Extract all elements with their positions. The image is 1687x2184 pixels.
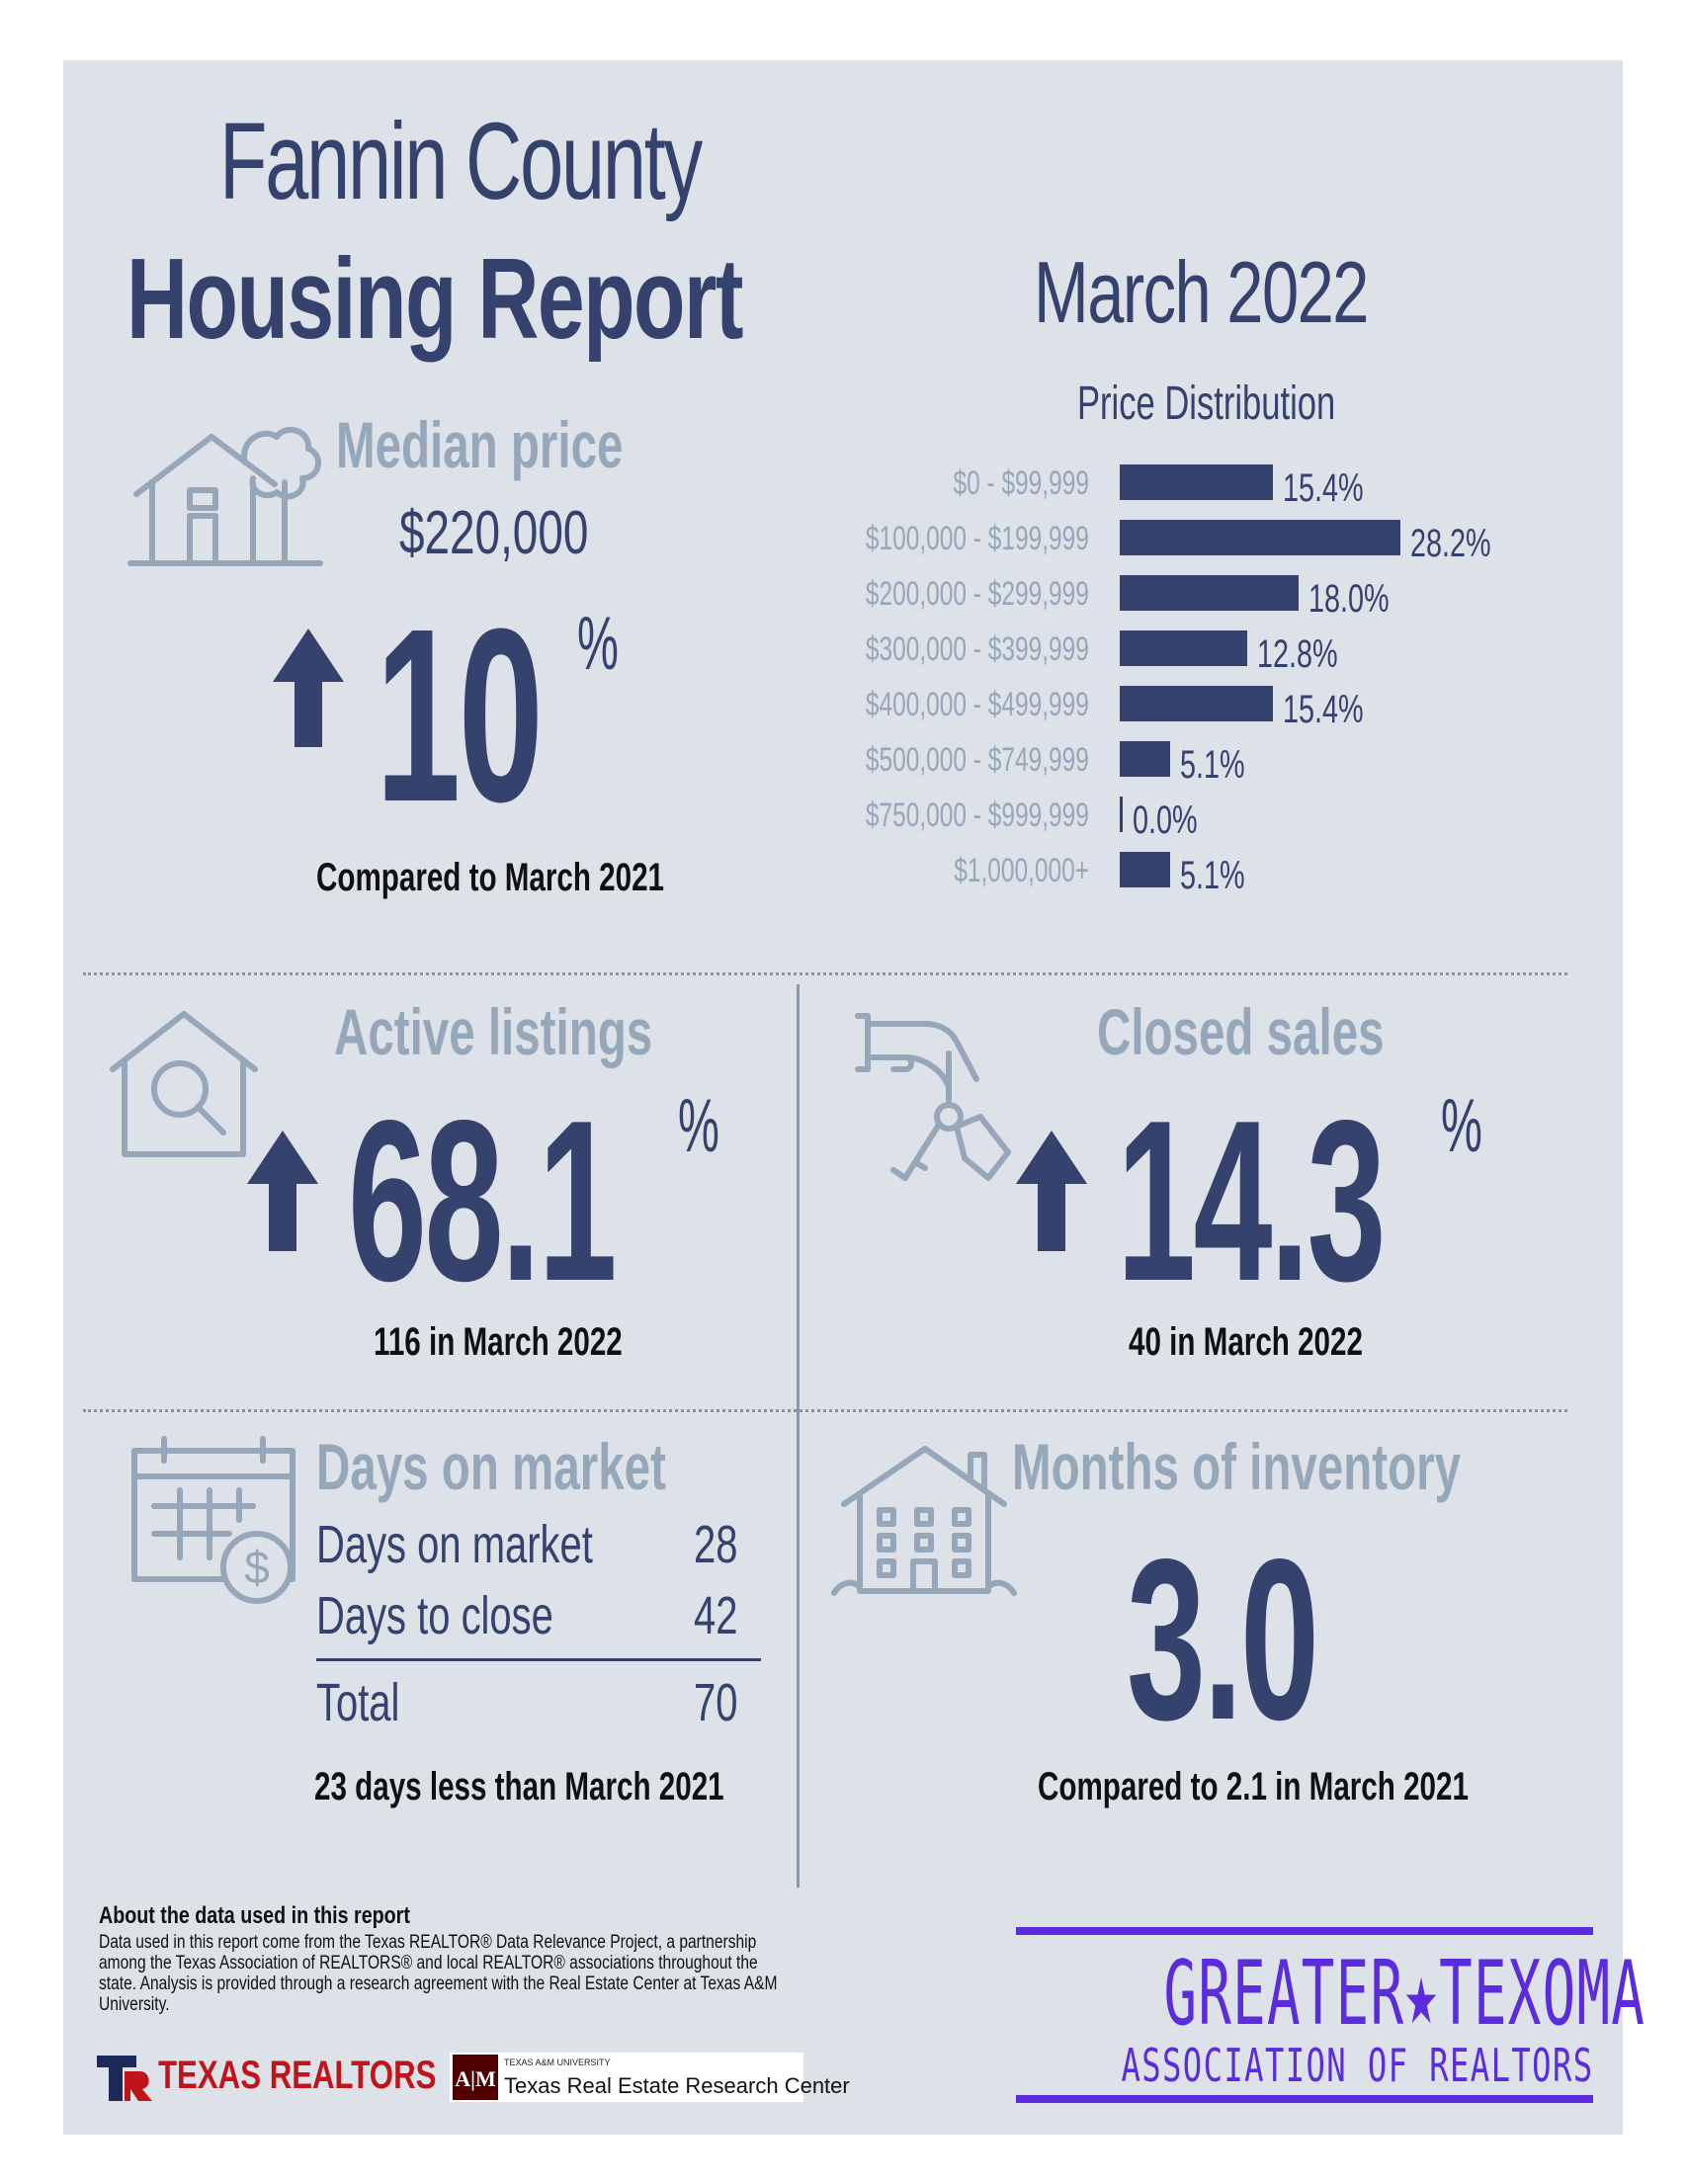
price-distribution-bar [1120, 520, 1400, 555]
closed-sales-unit: % [1441, 1084, 1482, 1168]
up-arrow-icon [247, 1131, 318, 1251]
price-distribution-value: 15.4% [1283, 688, 1364, 731]
house-search-icon [110, 1011, 258, 1157]
price-distribution-bar [1120, 575, 1300, 611]
texoma-bottom-rule [1016, 2095, 1593, 2103]
price-distribution-bar [1120, 686, 1274, 721]
price-distribution-row: $1,000,000+ 5.1% [0, 848, 1560, 897]
price-range-label: $100,000 - $199,999 [866, 520, 1089, 557]
months-inventory-value: 3.0 [1127, 1512, 1319, 1768]
texas-realtors-wordmark: TEXAS REALTORS [158, 2054, 437, 2097]
tamu-center: Texas Real Estate Research Center [504, 2073, 850, 2098]
median-price-heading: Median price [336, 408, 624, 481]
texoma-top-rule [1016, 1927, 1593, 1935]
tamu-badge [450, 2053, 803, 2102]
house-tree-icon [127, 426, 323, 566]
title-report: Housing Report [127, 234, 744, 363]
price-range-label: $1,000,000+ [954, 852, 1089, 889]
median-price-caption: Compared to March 2021 [316, 856, 665, 899]
about-body: Data used in this report come from the T… [99, 1932, 778, 2015]
up-arrow-icon [273, 629, 344, 747]
median-price-change: 10 [376, 577, 544, 853]
report-panel [63, 60, 1623, 2135]
price-distribution-row: $300,000 - $399,999 12.8% [0, 627, 1560, 676]
calendar-dollar-icon: $ [131, 1436, 295, 1604]
svg-text:A|M: A|M [455, 2066, 496, 2091]
price-distribution-row: $500,000 - $749,999 5.1% [0, 737, 1560, 787]
price-distribution-value: 0.0% [1133, 798, 1198, 842]
price-distribution-row: $0 - $99,999 15.4% [0, 461, 1560, 510]
dtc-row-label: Days to close [316, 1586, 553, 1645]
price-range-label: $200,000 - $299,999 [866, 575, 1089, 613]
active-listings-caption: 116 in March 2022 [374, 1320, 623, 1364]
texas-realtors-logo [97, 2056, 152, 2101]
dom-row-value: 28 [694, 1515, 738, 1574]
price-range-label: $400,000 - $499,999 [866, 686, 1089, 723]
divider-top [83, 972, 1567, 975]
price-distribution-bar [1120, 741, 1171, 777]
closed-sales-heading: Closed sales [1097, 995, 1385, 1068]
title-county: Fannin County [219, 101, 703, 222]
price-distribution-bar [1120, 464, 1274, 500]
total-value: 70 [694, 1673, 738, 1732]
price-distribution-row: $750,000 - $999,999 0.0% [0, 793, 1560, 842]
up-arrow-icon [1016, 1131, 1087, 1251]
hand-keys-icon [855, 1013, 1011, 1181]
price-distribution-value: 28.2% [1410, 522, 1491, 565]
price-distribution-value: 5.1% [1180, 743, 1246, 787]
apartment-building-icon [831, 1446, 1017, 1596]
dom-row-label: Days on market [316, 1515, 593, 1574]
price-range-label: $500,000 - $749,999 [866, 741, 1089, 779]
price-distribution-row: $100,000 - $199,999 28.2% [0, 516, 1560, 565]
price-distribution-bar [1120, 852, 1171, 887]
about-heading: About the data used in this report [99, 1902, 410, 1929]
months-inventory-caption: Compared to 2.1 in March 2021 [1038, 1765, 1469, 1808]
price-distribution-value: 5.1% [1180, 854, 1246, 897]
price-distribution-value: 12.8% [1256, 632, 1338, 676]
months-inventory-heading: Months of inventory [1012, 1430, 1462, 1503]
dtc-row-value: 42 [694, 1586, 738, 1645]
price-range-label: $0 - $99,999 [953, 464, 1089, 502]
total-label: Total [316, 1673, 400, 1732]
total-rule [316, 1658, 761, 1661]
median-price-value: $220,000 [399, 499, 589, 567]
active-listings-heading: Active listings [334, 995, 653, 1068]
price-distribution-row: $200,000 - $299,999 18.0% [0, 571, 1560, 621]
price-distribution-row: $400,000 - $499,999 15.4% [0, 682, 1560, 731]
svg-text:$: $ [244, 1542, 270, 1593]
texoma-wordmark: GREATER★TEXOMA [1163, 1942, 1646, 2046]
divider-middle [83, 1409, 1567, 1412]
divider-vertical [797, 984, 800, 1888]
tamu-university: TEXAS A&M UNIVERSITY [504, 2058, 611, 2067]
price-distribution-value: 18.0% [1308, 577, 1390, 621]
price-distribution-bar [1120, 797, 1123, 832]
price-distribution-value: 15.4% [1283, 466, 1364, 510]
active-listings-unit: % [678, 1084, 719, 1168]
tamu-logo: A|M [453, 2055, 498, 2100]
price-range-label: $300,000 - $399,999 [866, 630, 1089, 668]
active-listings-change: 68.1 [348, 1073, 618, 1329]
price-distribution-bar [1120, 630, 1247, 666]
closed-sales-change: 14.3 [1117, 1073, 1387, 1329]
price-distribution-title: Price Distribution [1077, 378, 1336, 430]
median-price-unit: % [577, 602, 619, 686]
closed-sales-caption: 40 in March 2022 [1129, 1320, 1363, 1364]
days-on-market-caption: 23 days less than March 2021 [314, 1765, 724, 1808]
price-range-label: $750,000 - $999,999 [866, 797, 1089, 834]
texoma-subtitle: ASSOCIATION OF REALTORS [1121, 2039, 1594, 2092]
report-period: March 2022 [1034, 243, 1370, 341]
days-on-market-heading: Days on market [316, 1430, 666, 1503]
